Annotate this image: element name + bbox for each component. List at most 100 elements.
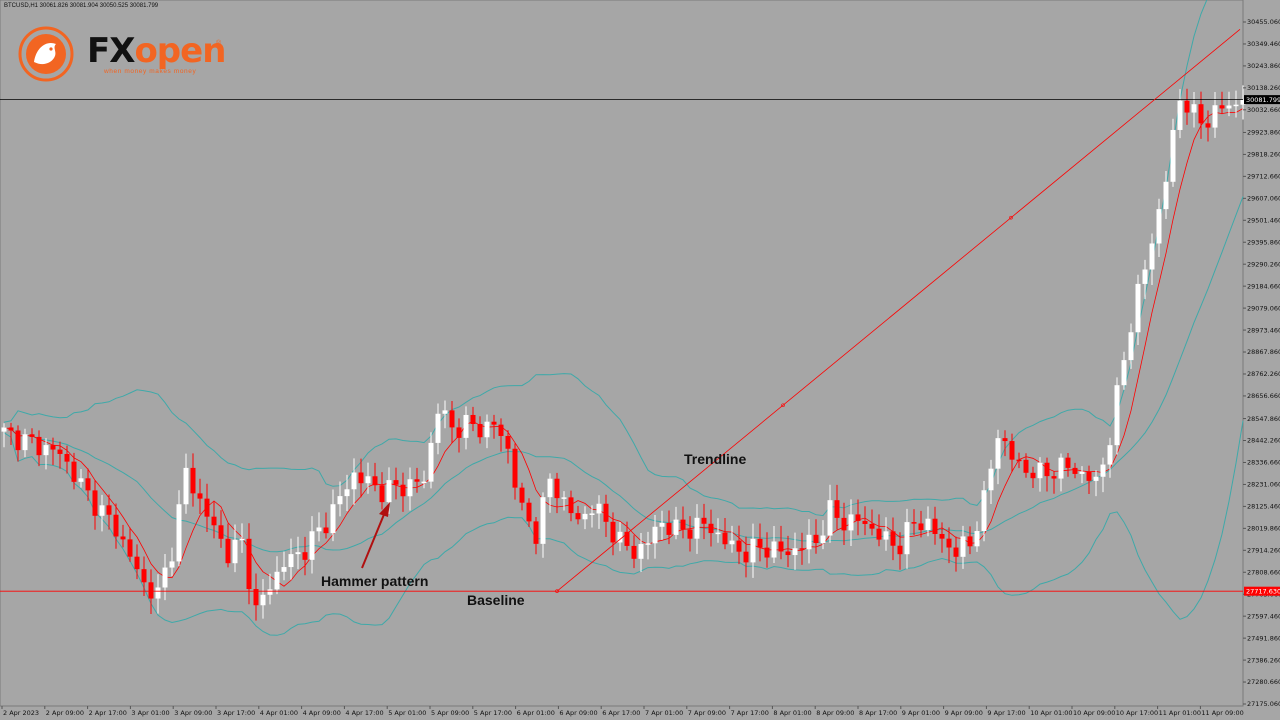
candle-body — [1037, 462, 1043, 479]
y-tick-label: 29184.660 — [1247, 282, 1280, 290]
x-tick-label: 10 Apr 17:00 — [1116, 709, 1158, 717]
candle-body — [729, 540, 735, 545]
candle-body — [967, 536, 973, 547]
candle — [421, 470, 427, 489]
candle — [57, 441, 63, 469]
trendline-line — [556, 28, 1241, 592]
candle-body — [1184, 100, 1190, 113]
price-axis[interactable]: 30455.060 30349.460 30243.860 30138.260 3003… — [1243, 18, 1280, 708]
bollinger-upper-line — [3, 0, 1208, 517]
candle-body — [743, 551, 749, 563]
x-tick-label: 2 Apr 17:00 — [89, 709, 127, 717]
time-axis[interactable]: 2 Apr 2023 2 Apr 09:00 2 Apr 17:00 3 Apr 01… — [1, 706, 1244, 717]
candle — [743, 536, 749, 578]
candle — [351, 458, 357, 505]
candle — [1030, 466, 1036, 488]
candle — [1142, 259, 1148, 300]
y-tick-label: 29501.460 — [1247, 216, 1280, 224]
candle-body — [1135, 283, 1141, 333]
candle-body — [428, 442, 434, 482]
candle — [337, 481, 343, 517]
x-tick-label: 11 Apr 09:00 — [1201, 709, 1243, 717]
y-tick-label: 28762.260 — [1247, 370, 1280, 378]
candle-body — [239, 538, 245, 541]
candle-body — [1079, 471, 1085, 474]
candle — [134, 544, 140, 580]
candle — [274, 556, 280, 595]
candle — [652, 515, 658, 559]
hammer-pattern-label: Hammer pattern — [321, 573, 429, 589]
candle — [1226, 91, 1232, 117]
trendline[interactable] — [555, 28, 1241, 593]
candle-body — [806, 534, 812, 550]
candle — [190, 453, 196, 507]
y-tick-label: 30455.060 — [1247, 18, 1280, 26]
candle-body — [736, 540, 742, 552]
candle — [855, 499, 861, 536]
y-tick-label: 29395.860 — [1247, 238, 1280, 246]
x-tick-label: 7 Apr 17:00 — [731, 709, 769, 717]
candle — [1198, 91, 1204, 139]
candle-body — [134, 556, 140, 570]
candle — [281, 551, 287, 581]
candle — [141, 556, 147, 596]
candle — [918, 510, 924, 538]
candle — [568, 490, 574, 522]
candle-body — [652, 526, 658, 544]
candle-body — [1086, 471, 1092, 481]
candle-body — [1156, 209, 1162, 244]
candle — [344, 474, 350, 512]
candle — [365, 462, 371, 494]
candle-body — [246, 538, 252, 590]
candle-body — [8, 427, 14, 431]
candle — [1002, 430, 1008, 457]
candle-body — [764, 547, 770, 558]
x-tick-label: 5 Apr 01:00 — [388, 709, 426, 717]
brand-open: open — [134, 31, 226, 71]
candle-body — [85, 478, 91, 491]
candle-body — [890, 531, 896, 546]
candle — [71, 452, 77, 490]
candle-body — [106, 505, 112, 515]
candle-body — [456, 427, 462, 438]
candle — [561, 491, 567, 511]
candle-body — [491, 421, 497, 425]
candle — [897, 532, 903, 570]
candle-body — [393, 480, 399, 485]
x-tick-label: 7 Apr 09:00 — [688, 709, 726, 717]
candle-body — [778, 541, 784, 552]
candle-body — [834, 500, 840, 518]
candle — [8, 422, 14, 446]
candle-body — [92, 490, 98, 516]
candle — [624, 521, 630, 551]
candle — [428, 432, 434, 489]
y-tick-label: 30032.660 — [1247, 106, 1280, 114]
candle-body — [645, 543, 651, 545]
candle — [246, 523, 252, 605]
current-price-tag-bg — [1244, 95, 1280, 105]
candle-body — [1030, 472, 1036, 479]
candle — [778, 525, 784, 560]
candle-body — [827, 500, 833, 536]
candle — [785, 535, 791, 568]
candle — [1072, 462, 1078, 479]
candle-body — [918, 523, 924, 531]
candle — [890, 517, 896, 561]
candle-body — [351, 472, 357, 490]
candle-body — [1065, 457, 1071, 468]
candle-body — [512, 448, 518, 488]
candle — [533, 516, 539, 555]
candle-body — [533, 521, 539, 544]
candle — [1128, 323, 1134, 369]
candle-body — [589, 513, 595, 515]
x-tick-label: 7 Apr 01:00 — [645, 709, 683, 717]
candle-body — [1233, 104, 1239, 107]
y-tick-label: 28973.460 — [1247, 326, 1280, 334]
candle — [491, 414, 497, 439]
candle-body — [1163, 181, 1169, 210]
candle — [239, 523, 245, 553]
candle — [526, 498, 532, 528]
candle — [981, 481, 987, 542]
candle-body — [841, 517, 847, 531]
y-tick-label: 27386.260 — [1247, 656, 1280, 664]
